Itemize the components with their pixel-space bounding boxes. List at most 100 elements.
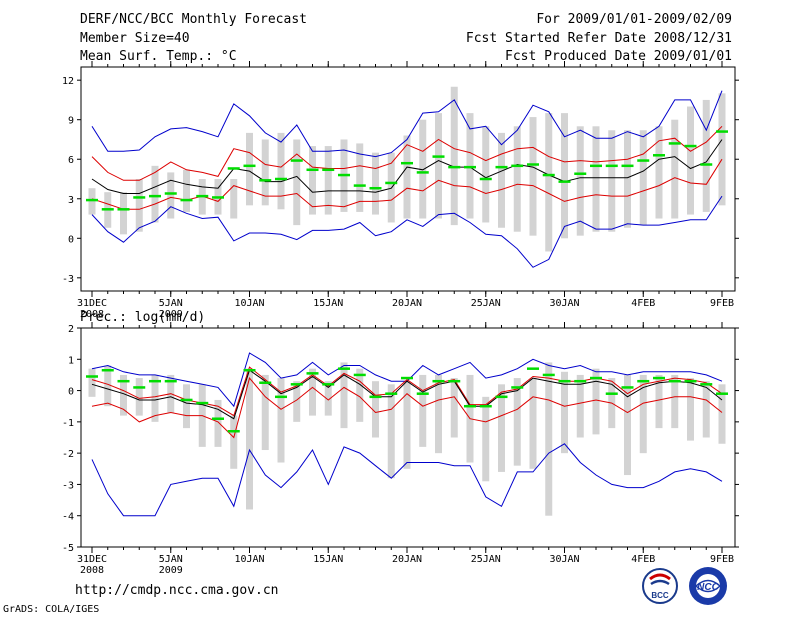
box-bar [372,381,379,438]
box-bar [151,165,159,223]
box-bar [450,86,458,226]
box-bar [718,93,726,206]
x-tick-label: 31DEC [77,554,107,565]
ncc-logo: NCC [689,567,727,605]
variable-label: Mean Surf. Temp.: °C [80,49,237,64]
precip-panel-label: Prec.: log(mm/d) [80,310,206,325]
box-bar [671,119,679,219]
x-tick-sublabel: 2009 [159,309,183,320]
box-bar [183,169,190,212]
produced-date: Fcst Produced Date 2009/01/01 [505,49,732,64]
x-tick-label: 15JAN [313,554,343,565]
x-tick-label: 10JAN [234,554,264,565]
box-bar [576,126,584,236]
box-bar [340,362,348,429]
box-bar [655,126,663,219]
grads-credit: GrADS: COLA/IGES [3,604,100,615]
box-bar [718,384,726,444]
box-bar [624,374,631,476]
x-tick-label: 25JAN [471,554,501,565]
box-bar [230,179,238,219]
refer-date: Fcst Started Refer Date 2008/12/31 [465,31,732,46]
y-tick-label: 12 [62,76,74,87]
y-tick-label: 3 [68,195,74,206]
box-bar [687,106,694,215]
box-bar [450,378,458,438]
spread-upper-line [91,125,723,181]
box-bar [687,378,694,441]
box-bar [403,381,411,469]
y-tick-label: 1 [68,355,74,366]
box-bar [356,368,364,422]
box-bar [88,368,96,397]
box-bar [702,99,710,212]
x-tick-label: 30JAN [549,554,579,565]
x-tick-sublabel: 2009 [159,565,183,576]
bcc-logo: BCC [642,568,678,604]
box-bar [576,374,584,438]
x-tick-label: 20JAN [392,554,422,565]
box-bar [403,135,411,219]
box-bar [277,378,285,463]
agency-logos: BCC NCC [642,567,727,605]
y-tick-label: -5 [62,543,74,554]
box-bar [120,192,127,235]
box-bar [671,374,679,429]
box-bar [293,139,301,226]
box-bar [639,374,647,454]
box-bar [529,378,537,469]
box-bar [135,179,143,232]
box-bar [261,374,269,451]
y-tick-label: 0 [68,387,74,398]
box-bar [529,117,537,236]
y-tick-label: 6 [68,155,74,166]
box-bar [309,146,316,215]
box-bar [592,126,600,232]
box-bar [324,381,332,416]
box-bar [104,365,112,407]
box-bar [419,119,427,219]
ensemble-mean-line [91,139,723,194]
x-tick-label: 30JAN [549,298,579,309]
box-bar [387,384,395,479]
box-bar [246,368,253,510]
box-bar [88,188,96,215]
y-tick-label: -3 [62,480,74,491]
footer-url[interactable]: http://cmdp.ncc.cma.gov.cn [75,583,279,598]
x-tick-label: 9FEB [710,554,734,565]
envelope-low-line [91,195,723,268]
box-bar [135,378,143,416]
box-bar [466,113,474,219]
y-tick-label: -2 [62,449,74,460]
x-tick-label: 5JAN [159,554,183,565]
box-bar [120,374,127,416]
box-bar [151,374,159,422]
spread-lower-line [91,158,723,210]
box-bar [261,139,269,206]
box-bar [482,396,490,482]
y-tick-label: 2 [68,324,74,335]
spread-lower-line [91,377,723,439]
forecast-period: For 2009/01/01-2009/02/09 [536,12,732,27]
envelope-low-line [91,443,723,517]
box-bar [324,146,332,215]
box-bar [230,415,238,469]
y-tick-label: -3 [62,274,74,285]
x-tick-sublabel: 2008 [80,565,104,576]
plot-frame [80,66,736,292]
envelope-high-line [91,90,723,158]
x-tick-label: 9FEB [710,298,734,309]
member-size: Member Size=40 [80,31,190,46]
box-bar [419,374,427,447]
box-bar [702,381,710,438]
y-tick-label: 0 [68,234,74,245]
box-bar [356,143,364,212]
box-bar [435,374,442,454]
box-bar [167,172,175,219]
box-bar [498,132,505,228]
y-tick-label: -4 [62,512,74,523]
box-bar [639,130,647,226]
box-bar [513,126,521,232]
